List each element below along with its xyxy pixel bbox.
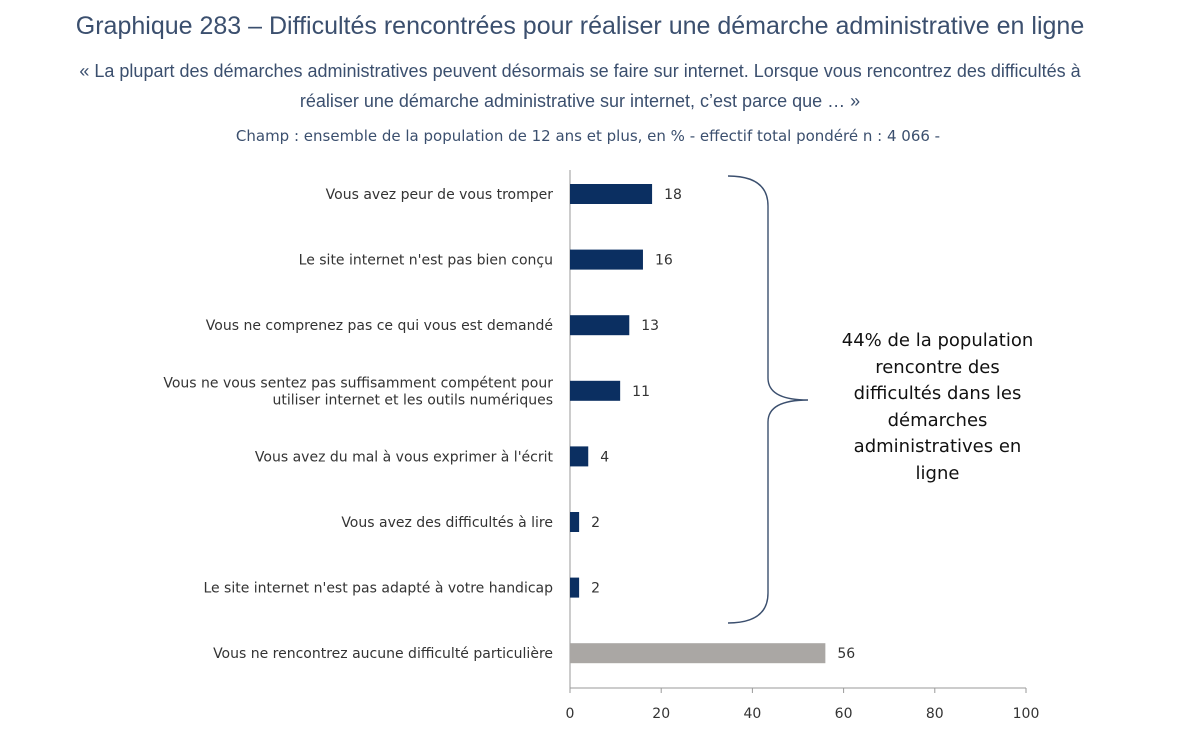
bar-3 [570, 315, 630, 336]
bar-5 [570, 446, 589, 467]
bar-4 [570, 380, 621, 401]
x-tick-label: 80 [926, 706, 944, 722]
bar-value-label: 11 [632, 384, 650, 400]
x-tick-label: 20 [652, 706, 670, 722]
chart-scope-note: Champ : ensemble de la population de 12 … [235, 127, 941, 145]
category-label: utiliser internet et les outils numériqu… [272, 392, 553, 408]
callout-annotation: 44% de la population rencontre des diffi… [841, 330, 1034, 484]
bar-value-label: 18 [664, 187, 682, 203]
chart-subtitle-line-1: « La plupart des démarches administrativ… [79, 61, 1081, 81]
bar-2 [570, 249, 643, 270]
chart-title: Graphique 283 – Difficultés rencontrées … [75, 12, 1085, 40]
category-label: Le site internet n'est pas adapté à votr… [203, 581, 553, 597]
chart-subtitle: « La plupart des démarches administrativ… [0, 56, 1160, 116]
bar-value-label: 13 [641, 318, 659, 334]
bar-value-label: 16 [655, 253, 673, 269]
category-label: Vous ne rencontrez aucune difficulté par… [213, 646, 553, 662]
x-tick-label: 40 [743, 706, 761, 722]
grouping-brace [727, 175, 809, 624]
category-label: Vous ne vous sentez pas suffisamment com… [163, 375, 553, 391]
bar-value-label: 56 [837, 646, 855, 662]
bar-value-label: 2 [591, 581, 600, 597]
x-tick-label: 0 [566, 706, 575, 722]
bar-7 [570, 577, 580, 598]
category-label: Vous avez des difficultés à lire [341, 515, 553, 531]
category-label: Vous avez du mal à vous exprimer à l'écr… [255, 449, 554, 465]
chart-subtitle-line-2: réaliser une démarche administrative sur… [299, 91, 861, 111]
x-tick-label: 100 [1013, 706, 1040, 722]
bar-8 [570, 643, 826, 664]
bar-6 [570, 512, 580, 532]
category-label: Vous avez peur de vous tromper [326, 187, 554, 203]
bar-value-label: 2 [591, 515, 600, 531]
bar-value-label: 4 [600, 449, 609, 465]
category-label: Vous ne comprenez pas ce qui vous est de… [206, 318, 553, 334]
x-tick-label: 60 [835, 706, 853, 722]
category-label: Le site internet n'est pas bien conçu [299, 253, 553, 269]
bar-1 [570, 184, 653, 204]
